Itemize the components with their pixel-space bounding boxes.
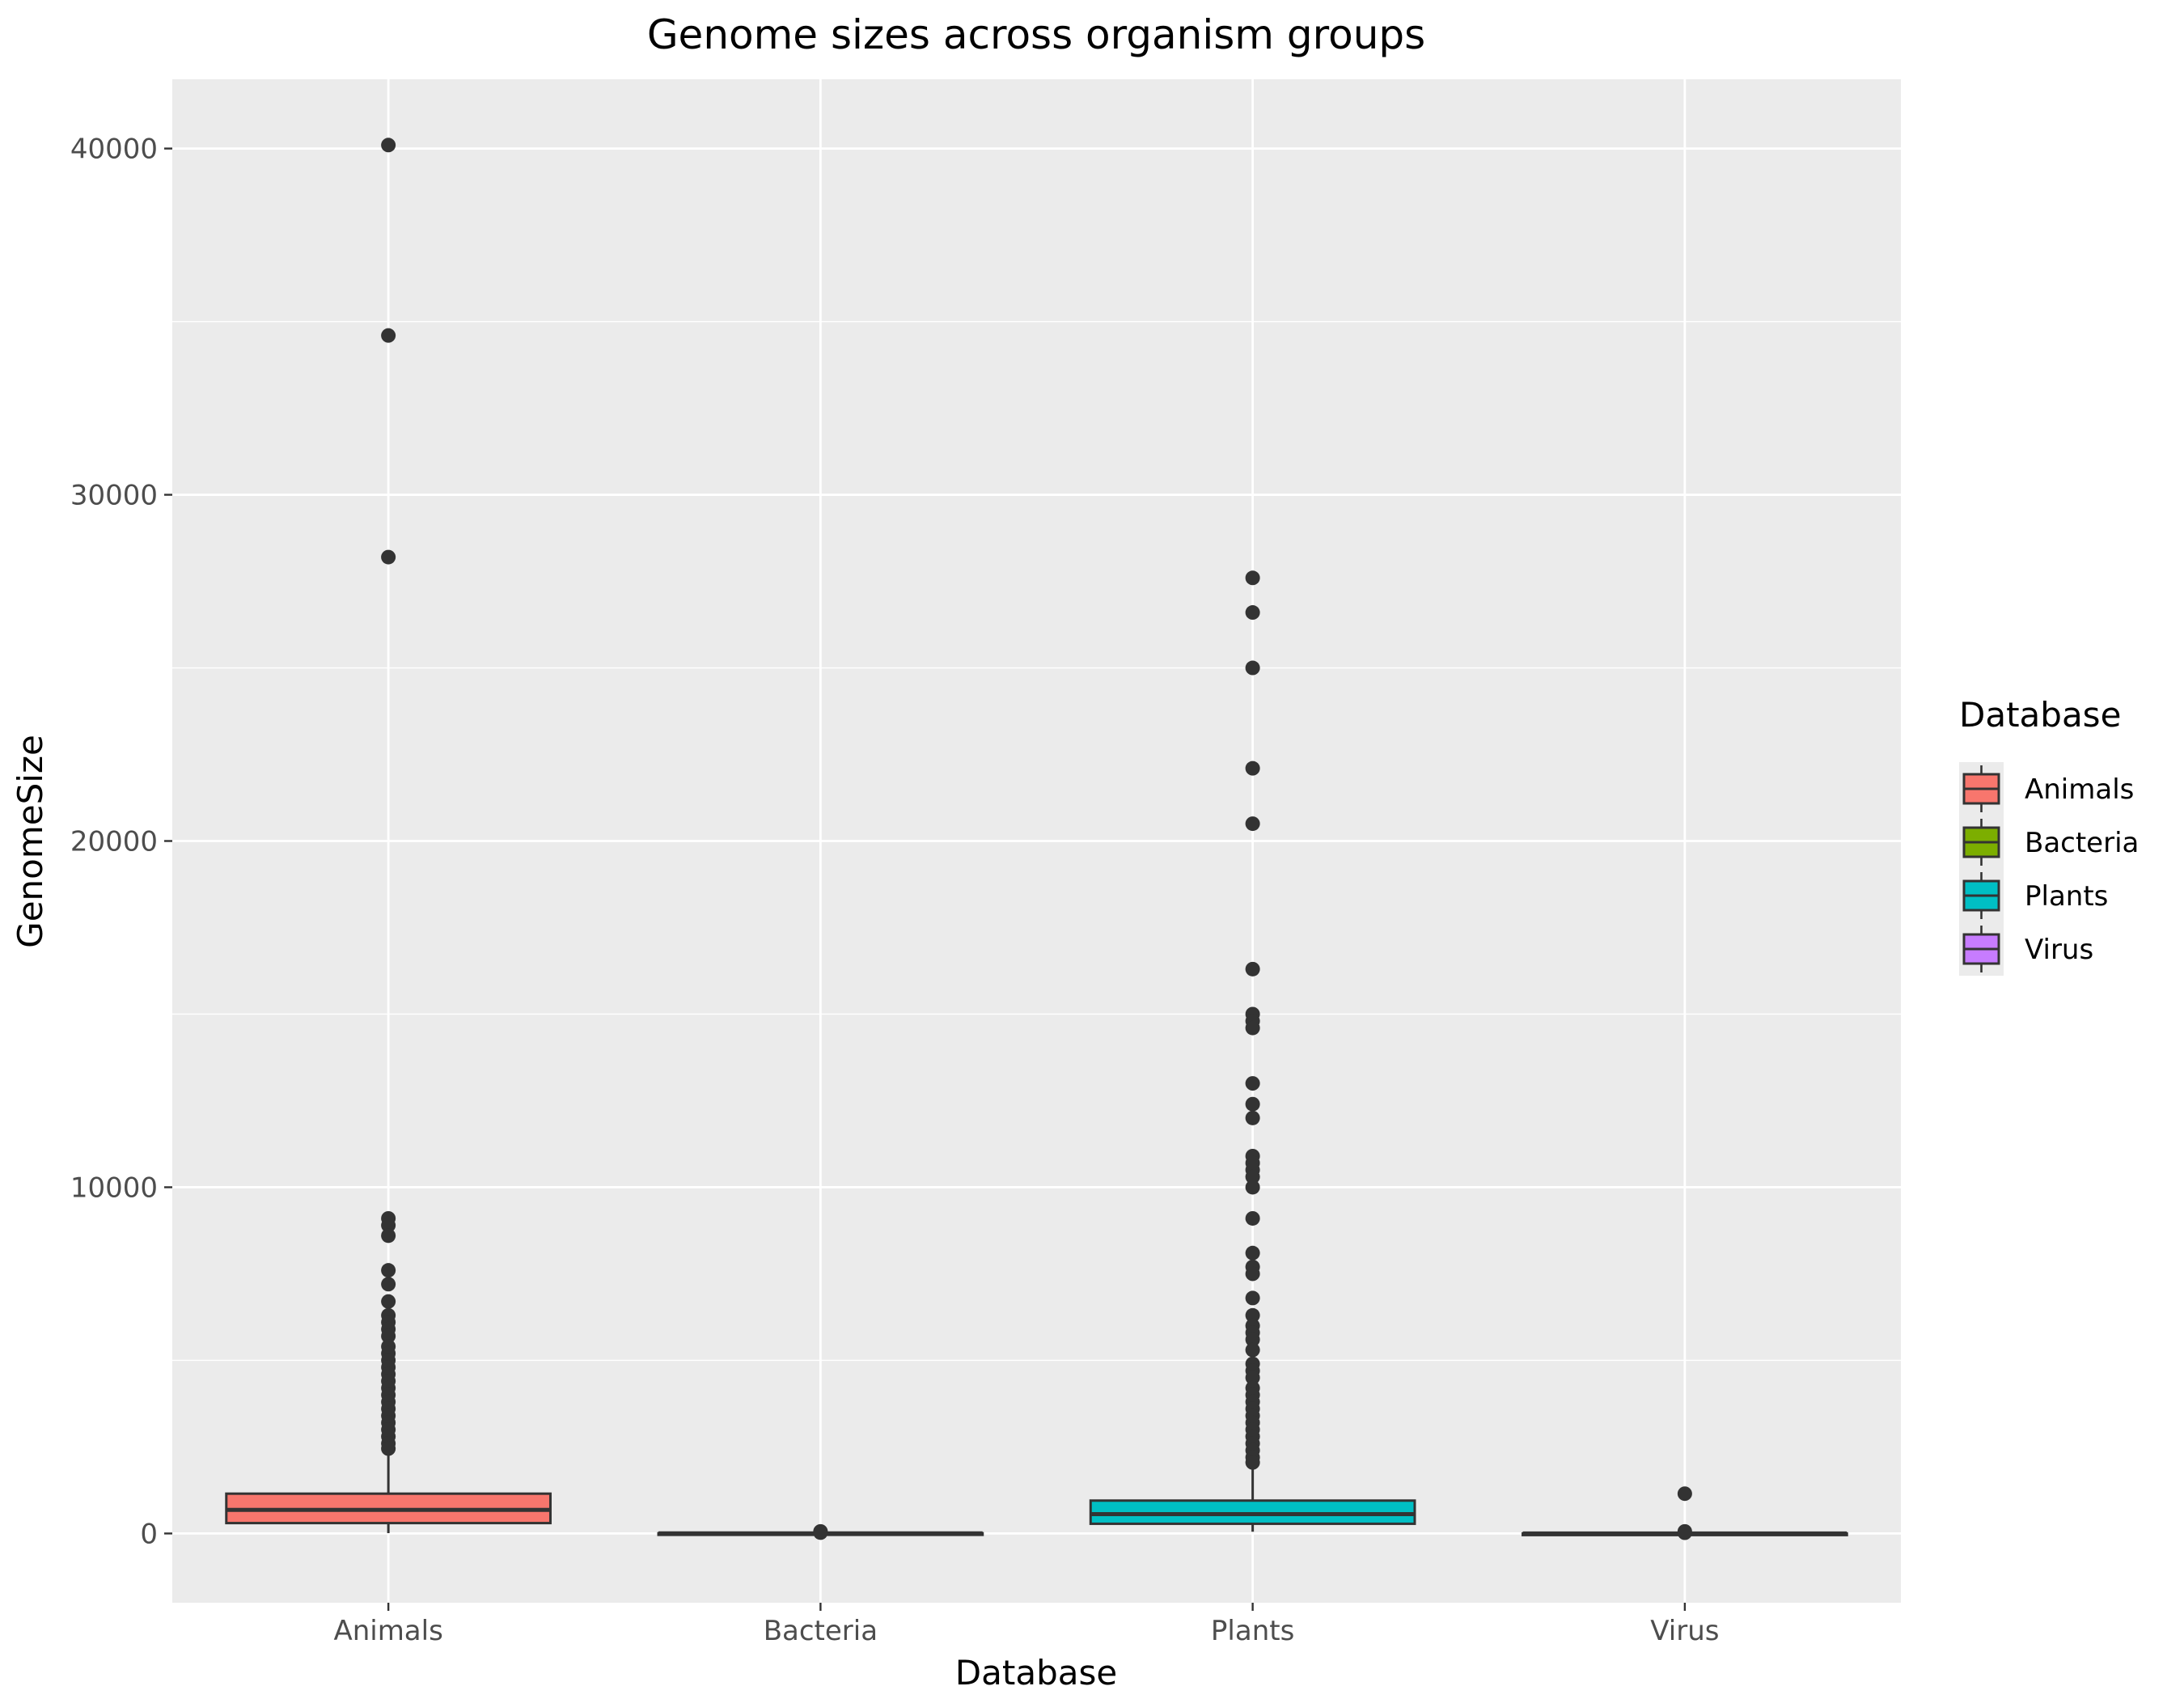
y-axis-title: GenomeSize (11, 735, 50, 948)
x-axis-title: Database (955, 1653, 1117, 1693)
y-tick-label: 30000 (70, 480, 158, 512)
outlier-point (381, 1228, 396, 1244)
y-tick-label: 20000 (70, 826, 158, 858)
legend-item-virus: Virus (1962, 926, 2093, 972)
legend-title: Database (1959, 695, 2121, 735)
legend-label: Plants (2025, 880, 2108, 913)
legend: Database Animals Bacteria Plants Virus (1959, 695, 2139, 976)
outlier-point (1245, 1370, 1260, 1385)
outlier-point (1245, 1290, 1260, 1306)
outlier-point (381, 1441, 396, 1456)
x-tick-label: Bacteria (764, 1615, 878, 1647)
outlier-point (1245, 570, 1260, 586)
y-axis: 0 10000 20000 30000 40000 (70, 133, 172, 1550)
box-plants (1089, 570, 1416, 1532)
outlier-point (1245, 605, 1260, 621)
outlier-point (381, 1277, 396, 1292)
legend-item-bacteria: Bacteria (1962, 819, 2139, 866)
outlier-point (1245, 961, 1260, 977)
legend-label: Animals (2025, 773, 2134, 806)
outlier-point (1245, 1342, 1260, 1358)
major-gridlines (172, 79, 1901, 1603)
outlier-point (1245, 816, 1260, 832)
outlier-point (1245, 1266, 1260, 1282)
box-virus (1522, 1486, 1848, 1540)
outlier-point (1245, 1210, 1260, 1226)
y-tick-label: 0 (140, 1518, 158, 1550)
outlier-point (1245, 1455, 1260, 1470)
outlier-point (381, 328, 396, 343)
outlier-point (1245, 1180, 1260, 1195)
y-tick-label: 10000 (70, 1172, 158, 1204)
box-bacteria (657, 1523, 984, 1540)
outlier-point (1245, 1096, 1260, 1112)
outlier-point (381, 1328, 396, 1344)
legend-item-plants: Plants (1962, 872, 2108, 919)
chart-title: Genome sizes across organism groups (647, 11, 1425, 58)
x-tick-label: Animals (333, 1615, 442, 1647)
outlier-point (1677, 1525, 1692, 1540)
x-axis: Animals Bacteria Plants Virus (333, 1603, 1719, 1647)
outlier-point (381, 138, 396, 153)
legend-item-animals: Animals (1962, 765, 2134, 812)
outlier-point (1245, 761, 1260, 776)
outlier-point (1245, 1020, 1260, 1036)
y-tick-label: 40000 (70, 133, 158, 166)
outlier-point (381, 549, 396, 565)
outlier-point (1245, 1076, 1260, 1091)
outlier-point (1245, 660, 1260, 676)
outlier-point (1245, 1332, 1260, 1347)
outlier-point (1245, 1245, 1260, 1260)
box-animals (225, 138, 552, 1533)
outlier-point (1245, 1169, 1260, 1184)
boxplot-series (225, 138, 1848, 1540)
legend-label: Virus (2025, 934, 2093, 966)
x-tick-label: Plants (1211, 1615, 1294, 1647)
outlier-point (1245, 1110, 1260, 1125)
outlier-point (813, 1525, 828, 1540)
outlier-point (1677, 1486, 1692, 1502)
outlier-point (381, 1263, 396, 1278)
outlier-point (381, 1218, 396, 1233)
x-tick-label: Virus (1650, 1615, 1719, 1647)
legend-label: Bacteria (2025, 827, 2139, 859)
outlier-point (381, 1294, 396, 1309)
outlier-point (1245, 1307, 1260, 1323)
minor-gridlines (172, 320, 1901, 1362)
